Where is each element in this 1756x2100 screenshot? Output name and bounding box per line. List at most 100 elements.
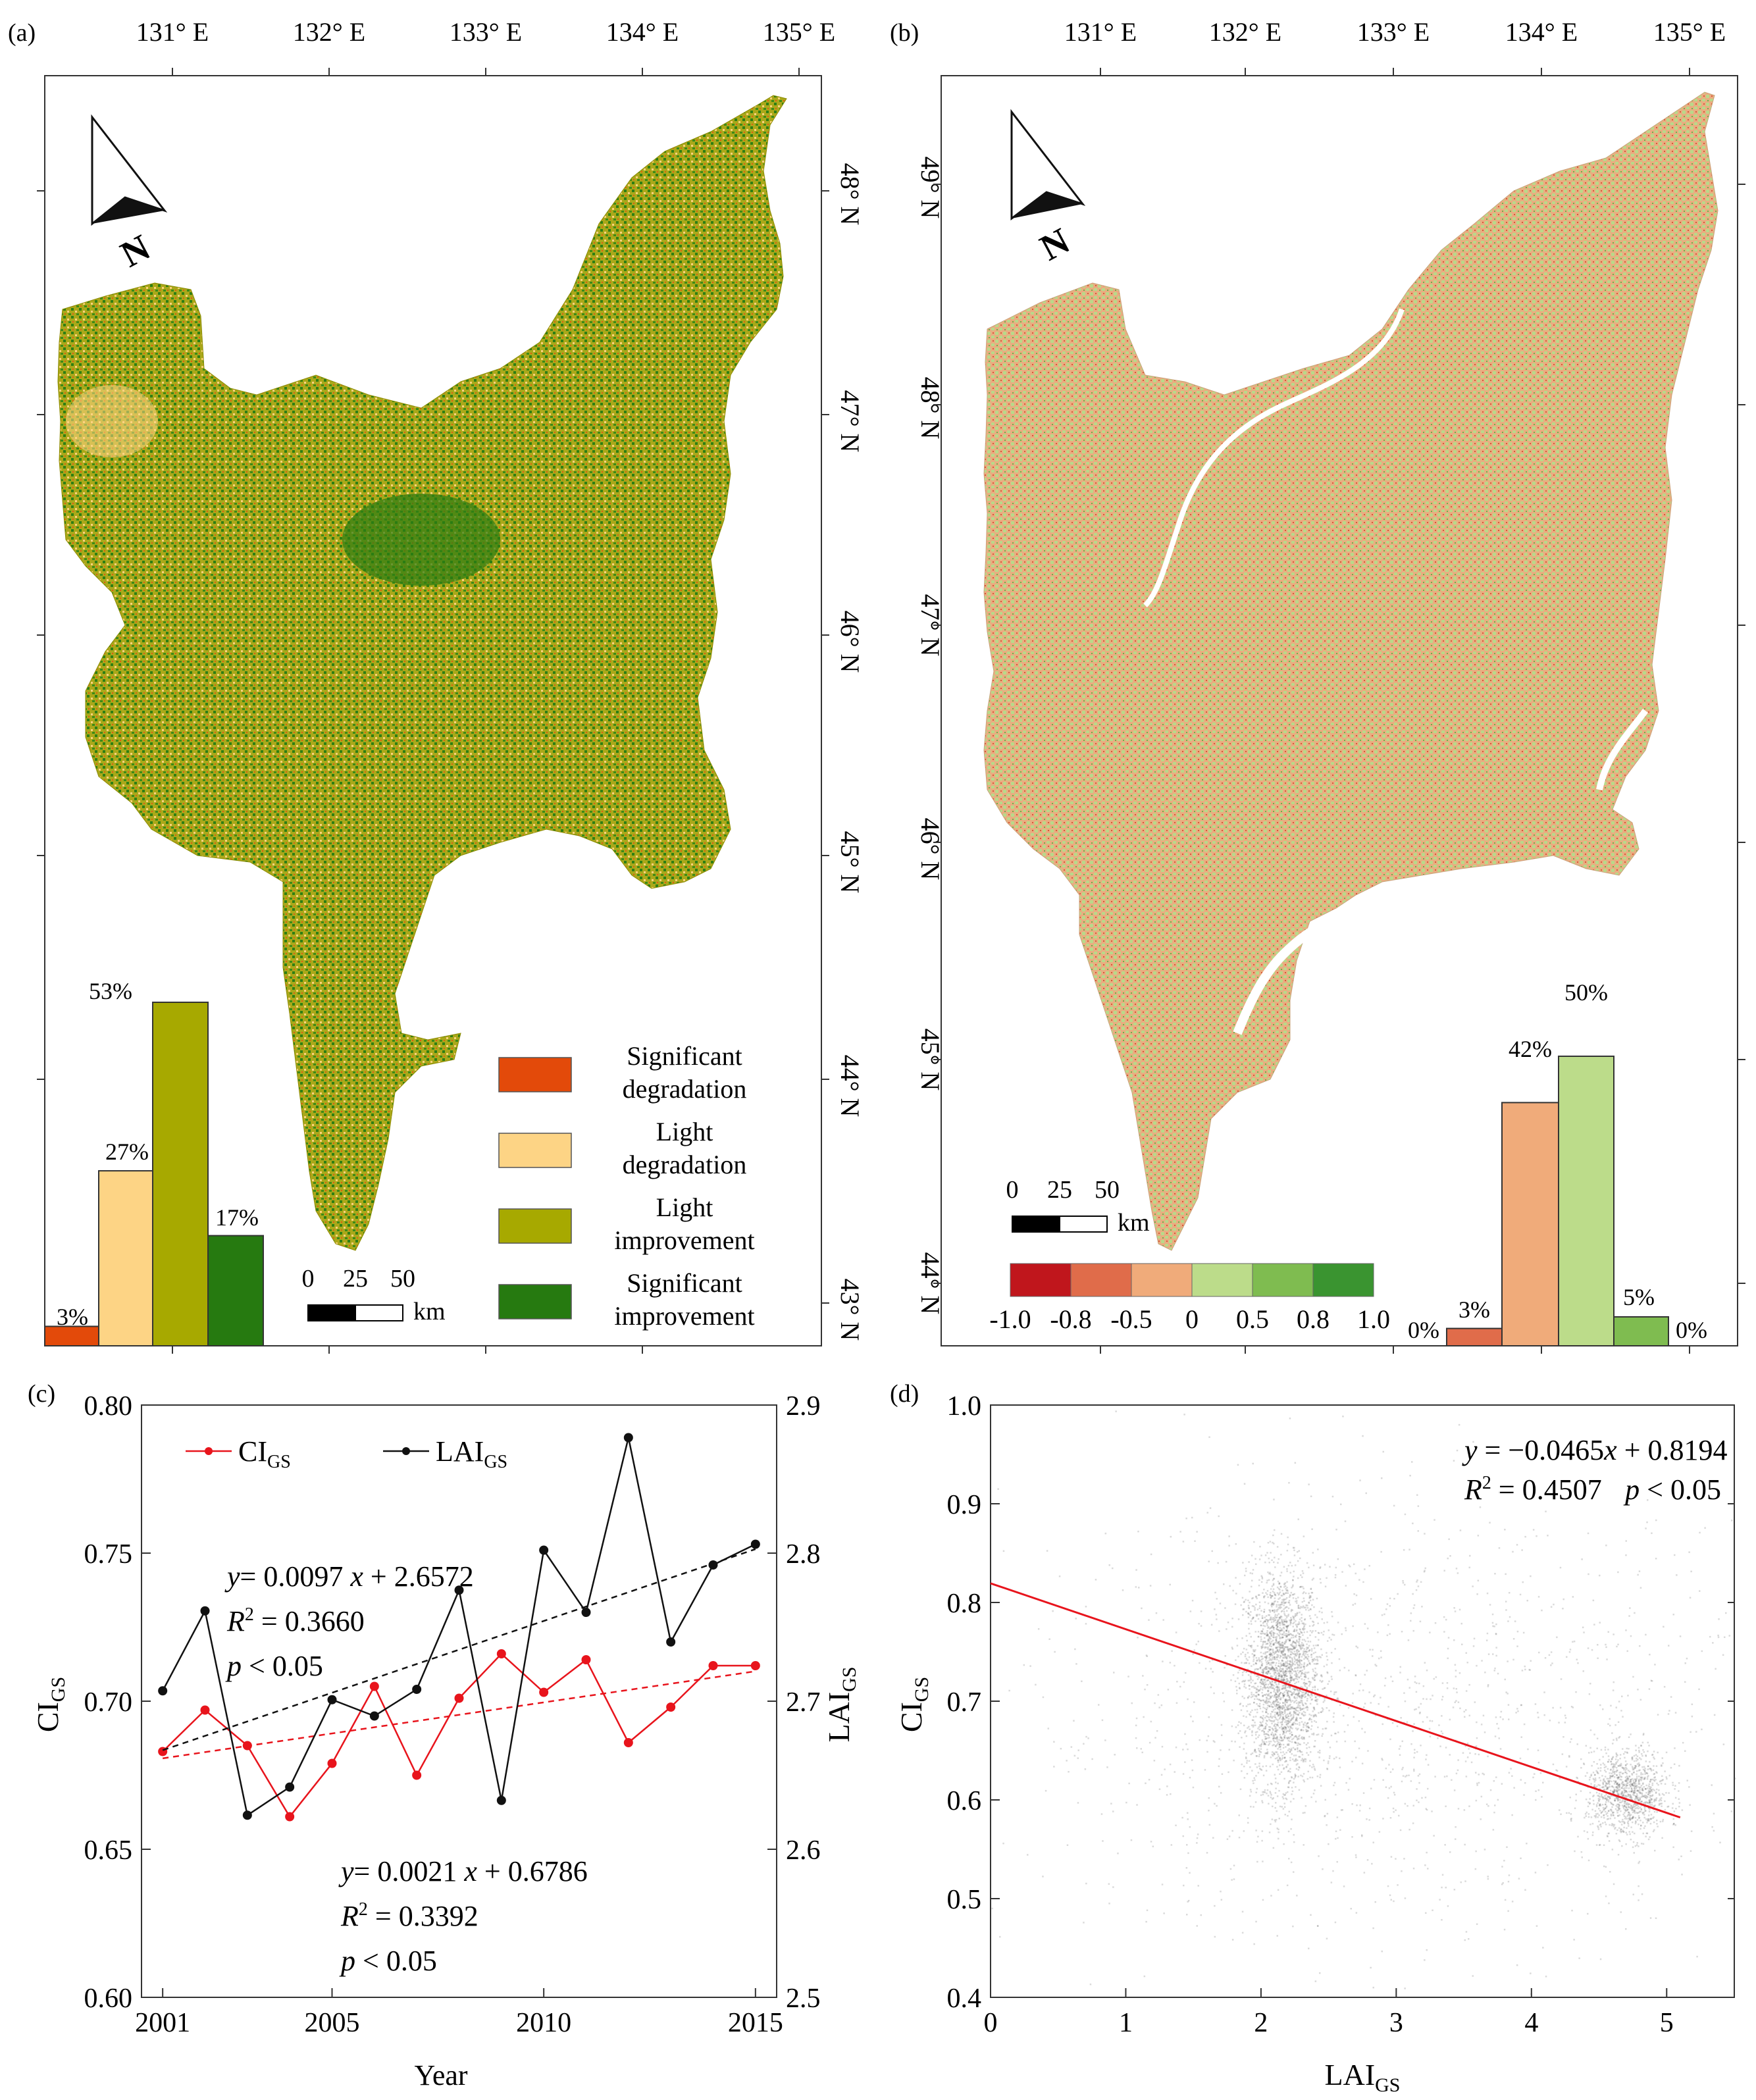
scatter-d-point (1618, 1783, 1620, 1786)
colorbar-b-swatch (1252, 1263, 1314, 1297)
scatter-d-point (1382, 1450, 1384, 1453)
scatter-d-point (1292, 1634, 1295, 1637)
scatter-d-point (1288, 1696, 1291, 1698)
scatter-d-point (1247, 1668, 1249, 1670)
scatter-d-point (1535, 1799, 1537, 1801)
scatter-d-point (1274, 1730, 1276, 1733)
scatter-d-point (1244, 1731, 1246, 1733)
annot-c-lai-eq: y= 0.0097 x + 2.6572 (224, 1560, 474, 1593)
scatter-d-point (1314, 1668, 1316, 1670)
scatter-d-point (1278, 1828, 1279, 1831)
scatter-d-point (1294, 1683, 1296, 1685)
scatter-d-point (1276, 1609, 1278, 1611)
scatter-d-point (1253, 1777, 1255, 1779)
scatter-d-point (1646, 1778, 1649, 1780)
scatter-d-point (1278, 1672, 1279, 1674)
scatter-d-point (1504, 1678, 1506, 1681)
scatter-d-point (1309, 1663, 1311, 1666)
scatter-d-point (1447, 1647, 1449, 1650)
scatter-d-point (1618, 1789, 1621, 1791)
scatter-d-point (1333, 1691, 1335, 1693)
scatter-d-point (1193, 1649, 1195, 1651)
scatter-d-point (1268, 1670, 1270, 1672)
scatter-d-point (1562, 1608, 1564, 1610)
scatter-d-point (1278, 1598, 1279, 1600)
scatter-d-point (1278, 1675, 1281, 1677)
scatter-d-point (1312, 1621, 1315, 1624)
scatter-d-point (1265, 1615, 1268, 1617)
scatter-d-point (1635, 1820, 1637, 1822)
scatter-d-point (1267, 1651, 1269, 1653)
scatter-d-point (1475, 1745, 1478, 1747)
scatter-d-point (1519, 1593, 1522, 1596)
scatter-d-point (1281, 1708, 1283, 1710)
scatter-d-point (1622, 1793, 1624, 1795)
scatter-d-point (1262, 1643, 1264, 1645)
scatter-d-point (1505, 1609, 1507, 1611)
scatter-d-point (1583, 1830, 1586, 1832)
scatter-d-point (1314, 1630, 1317, 1632)
scatter-d-point (1312, 1659, 1315, 1662)
scatter-d-point (1175, 1824, 1177, 1826)
scatter-d-point (1270, 1627, 1272, 1629)
scatter-d-point (1295, 1624, 1297, 1626)
scatter-d-point (1263, 1728, 1265, 1729)
scatter-d-point (1297, 1713, 1299, 1716)
scatter-d-point (1291, 1676, 1293, 1678)
scatter-d-point (1304, 1672, 1306, 1674)
scatter-d-point (1217, 1562, 1219, 1564)
panel-a-lon-tick: 131° E (136, 17, 209, 47)
scatter-d-point (1196, 1837, 1199, 1839)
scatter-d-point (1613, 1763, 1614, 1765)
scatter-d-point (991, 1907, 993, 1910)
scatter-d-point (1252, 1806, 1254, 1808)
scatter-d-point (1501, 1783, 1503, 1785)
scatter-d-point (1516, 1645, 1518, 1647)
scatter-d-point (1262, 1624, 1264, 1627)
scatter-d-point (1231, 1709, 1233, 1711)
scatter-d-point (1311, 1604, 1313, 1606)
scatter-d-point (1272, 1738, 1274, 1740)
scatter-d-point (1220, 1899, 1223, 1901)
scatter-d-point (1293, 1647, 1295, 1649)
scatter-d-point (1303, 1625, 1305, 1627)
scatter-d-point (1449, 1754, 1451, 1756)
scatter-d-point (1524, 1782, 1526, 1784)
scatter-d-point (1154, 1702, 1156, 1704)
scatter-d-point (1611, 1791, 1614, 1793)
scatter-d-point (1310, 1681, 1312, 1683)
scatter-d-point (1324, 1815, 1326, 1818)
scatter-d-point (1647, 1776, 1649, 1778)
panel-c-y2label: LAIGS (822, 1667, 860, 1743)
scatter-d-point (1252, 1462, 1254, 1465)
scatter-d-point (1252, 1660, 1254, 1662)
scatter-d-point (1249, 1789, 1252, 1791)
scatter-d-point (1382, 1818, 1384, 1820)
scatter-d-point (1269, 1654, 1272, 1656)
scatter-d-point (1397, 1593, 1399, 1595)
scatter-d-point (1244, 1679, 1247, 1681)
scatter-d-point (1497, 1799, 1499, 1801)
scatter-d-point (1197, 1833, 1199, 1835)
scatter-d-point (1298, 1653, 1301, 1655)
scatter-d-point (1287, 1679, 1289, 1682)
scatter-d-point (1274, 1819, 1276, 1821)
scatter-d-point (1619, 1830, 1622, 1832)
scatter-d-point (1380, 1650, 1382, 1652)
scatter-d-point (1274, 1566, 1276, 1568)
scatter-d-point (1661, 1803, 1663, 1805)
scatter-d-point (1262, 1658, 1264, 1660)
scatter-d-point (1167, 1689, 1170, 1691)
scatter-d-point (1631, 1783, 1633, 1785)
scatter-d-point (1231, 1647, 1233, 1649)
scatter-d-point (1284, 1734, 1286, 1737)
scatter-d-point (1281, 1660, 1283, 1662)
scatter-d-point (1287, 1722, 1289, 1724)
scatter-d-point (1613, 1824, 1616, 1826)
scatter-d-point (1264, 1694, 1266, 1696)
scatter-d-point (1285, 1715, 1287, 1717)
scatter-d-point (1628, 1803, 1630, 1805)
scatter-d-point (1643, 1805, 1645, 1808)
scatter-d-point (1266, 1663, 1268, 1666)
scatter-d-point (1678, 1805, 1680, 1808)
